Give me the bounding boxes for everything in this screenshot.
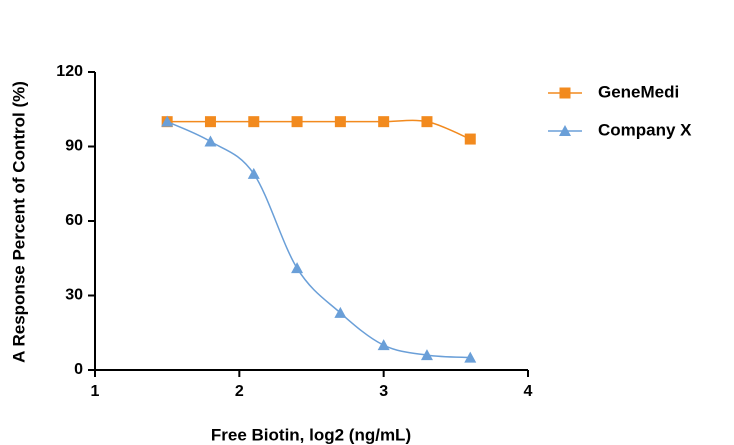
marker [291,116,303,128]
marker [161,115,174,127]
x-tick-label: 2 [235,383,244,400]
y-tick-label: 90 [65,138,83,155]
marker [421,116,433,128]
series-line [166,120,471,359]
x-tick-label: 4 [524,383,533,400]
marker [247,167,260,179]
marker [334,306,347,318]
marker [248,116,260,128]
legend-label: Company X [598,120,692,139]
x-tick-label: 1 [91,383,100,400]
marker [377,339,390,351]
marker [204,135,217,147]
y-axis-label: A Response Percent of Control (%) [9,81,28,363]
y-tick-label: 30 [65,287,83,304]
x-axis-label: Free Biotin, log2 (ng/mL) [211,425,411,444]
marker [420,349,433,361]
marker [378,116,390,128]
legend-label: GeneMedi [598,82,679,101]
marker [204,116,216,128]
marker [464,351,477,363]
y-tick-label: 0 [74,361,83,378]
legend-marker [559,87,571,99]
x-tick-label: 3 [379,383,388,400]
y-tick-label: 120 [56,63,83,80]
marker [464,133,476,145]
legend-marker [559,125,571,136]
y-tick-label: 60 [65,212,83,229]
marker [291,262,304,274]
marker [334,116,346,128]
